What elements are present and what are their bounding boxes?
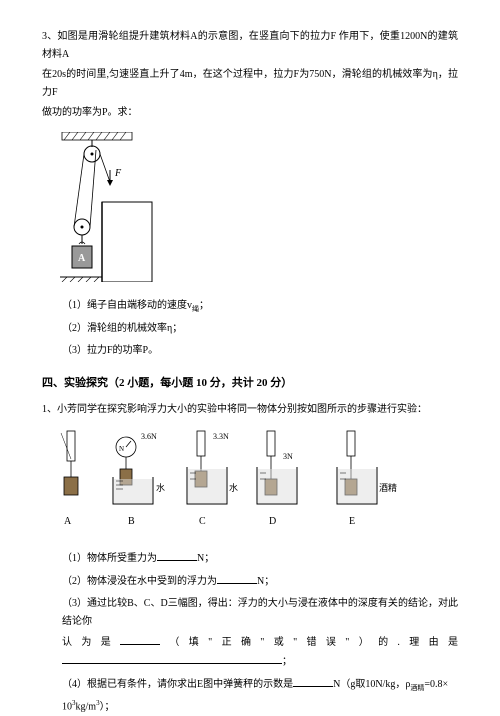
q4-1-diagram: 3.6N N 水 3.3N 水 3N	[46, 429, 458, 541]
force-label: F	[114, 168, 122, 179]
q3-sub3: （3）拉力F的功率P。	[62, 342, 458, 360]
svg-text:B: B	[128, 516, 135, 527]
blank-reason[interactable]	[62, 652, 282, 664]
q3-line1: 3、如图是用滑轮组提升建筑材料A的示意图，在竖直向下的拉力F 作用下，使重120…	[42, 28, 458, 64]
svg-text:D: D	[269, 516, 276, 527]
blank-weight[interactable]	[157, 549, 197, 561]
q3-line2: 在20s的时间里,匀速竖直上升了4m，在这个过程中，拉力F为750N，滑轮组的机…	[42, 66, 458, 102]
q4-1-sub3: （3）通过比较B、C、D三幅图，得出：浮力的大小与浸在液体中的深度有关的结论，对…	[62, 595, 458, 671]
svg-text:N: N	[119, 445, 124, 453]
q3-diagram: F A	[52, 132, 458, 289]
blank-buoyancy[interactable]	[217, 572, 257, 584]
q3-line3: 做功的功率为P。求：	[42, 104, 458, 122]
svg-text:C: C	[199, 516, 206, 527]
svg-text:A: A	[78, 253, 86, 264]
q3-sub2: （2）滑轮组的机械效率η；	[62, 320, 458, 338]
svg-text:3N: 3N	[283, 452, 293, 461]
q3-sub1: （1）绳子自由端移动的速度v绳；	[62, 297, 458, 316]
svg-text:E: E	[349, 516, 355, 527]
svg-text:水: 水	[156, 482, 165, 493]
svg-text:A: A	[64, 516, 72, 527]
q4-1-sub2: （2）物体浸没在水中受到的浮力为N；	[62, 572, 458, 591]
section4-title: 四、实验探究（2 小题，每小题 10 分，共计 20 分）	[42, 374, 458, 394]
svg-text:3.3N: 3.3N	[213, 432, 229, 441]
svg-text:水: 水	[229, 482, 238, 493]
q4-1-intro: 1、小芳同学在探究影响浮力大小的实验中将同一物体分别按如图所示的步骤进行实验：	[42, 401, 458, 419]
q4-1-sub1: （1）物体所受重力为N；	[62, 549, 458, 568]
blank-reading[interactable]	[293, 675, 333, 687]
q4-1-sub4: （4）根据已有条件，请你求出E图中弹簧秤的示数是N（g取10N/kg，ρ酒精=0…	[62, 675, 458, 716]
svg-text:3.6N: 3.6N	[141, 432, 157, 441]
svg-text:酒精: 酒精	[379, 482, 397, 493]
blank-judge[interactable]	[120, 633, 160, 645]
